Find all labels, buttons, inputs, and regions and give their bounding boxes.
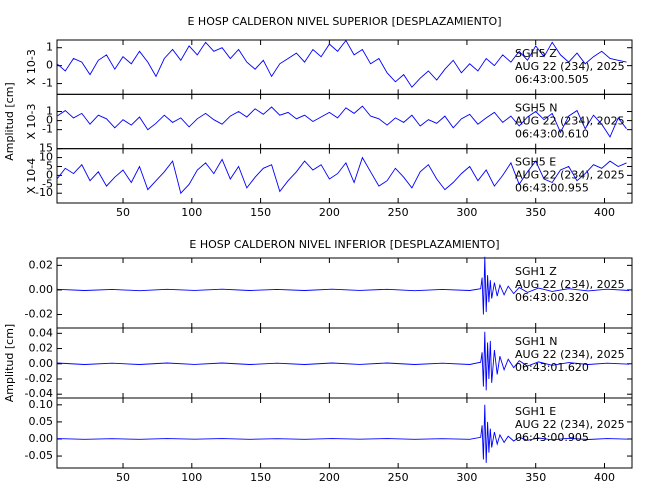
- y-tick-label: -0.02: [25, 307, 53, 320]
- y-tick-label: 0.00: [29, 357, 54, 370]
- trace: [56, 404, 630, 463]
- y-tick-label: 0.00: [29, 283, 54, 296]
- trace: [56, 156, 627, 195]
- x-tick-label: 350: [525, 471, 546, 484]
- y-tick-label: 5: [46, 159, 53, 172]
- y-tick-label: 0: [46, 114, 53, 127]
- trace-label: AUG 22 (234), 2025: [515, 348, 625, 361]
- chart-title: E HOSP CALDERON NIVEL INFERIOR [DESPLAZA…: [189, 238, 499, 251]
- y-tick-label: 1: [46, 105, 53, 118]
- x-tick-label: 350: [525, 206, 546, 219]
- scale-label: X 10-3: [25, 104, 38, 140]
- x-tick-label: 50: [116, 471, 130, 484]
- trace-label: AUG 22 (234), 2025: [515, 169, 625, 182]
- scale-label: X 10-3: [25, 49, 38, 85]
- y-tick-label: 0: [46, 168, 53, 181]
- y-tick-label: -0.04: [25, 387, 53, 400]
- trace-label: AUG 22 (234), 2025: [515, 418, 625, 431]
- y-tick-label: 15: [39, 142, 53, 155]
- x-tick-label: 300: [456, 206, 477, 219]
- chart-title: E HOSP CALDERON NIVEL SUPERIOR [DESPLAZA…: [187, 15, 501, 28]
- trace-label: 06:43:00.320: [515, 291, 589, 304]
- trace-label: SGH5 E: [515, 156, 556, 169]
- y-tick-label: 10: [39, 151, 53, 164]
- x-tick-label: 400: [594, 471, 615, 484]
- trace: [56, 331, 630, 391]
- trace-label: AUG 22 (234), 2025: [515, 60, 625, 73]
- trace-label: SGH1 E: [515, 405, 556, 418]
- y-tick-label: 0: [46, 59, 53, 72]
- y-tick-label: 1: [46, 41, 53, 54]
- x-tick-label: 150: [250, 471, 271, 484]
- y-tick-label: -0.02: [25, 372, 53, 385]
- trace-label: SGH5 N: [515, 101, 558, 114]
- y-tick-label: 0.00: [29, 432, 54, 445]
- y-tick-label: 0.04: [29, 326, 54, 339]
- y-axis-label: Amplitud [cm]: [3, 82, 16, 160]
- y-tick-label: -5: [42, 177, 53, 190]
- x-tick-label: 250: [388, 471, 409, 484]
- x-tick-label: 400: [594, 206, 615, 219]
- x-tick-label: 100: [181, 471, 202, 484]
- trace: [56, 256, 630, 315]
- trace-label: 06:43:00.955: [515, 182, 589, 195]
- y-tick-label: 0.10: [29, 398, 54, 411]
- x-tick-label: 200: [319, 471, 340, 484]
- y-tick-label: 0.05: [29, 415, 54, 428]
- y-tick-label: -0.05: [25, 449, 53, 462]
- trace: [56, 39, 627, 88]
- x-tick-label: 50: [116, 206, 130, 219]
- x-tick-label: 300: [456, 471, 477, 484]
- trace-label: AUG 22 (234), 2025: [515, 278, 625, 291]
- y-tick-label: 0.02: [29, 342, 54, 355]
- x-tick-label: 200: [319, 206, 340, 219]
- y-tick-label: -1: [42, 123, 53, 136]
- trace-label: SGH1 N: [515, 335, 558, 348]
- y-tick-label: -1: [42, 77, 53, 90]
- y-tick-label: 0.02: [29, 258, 54, 271]
- trace-label: SGH1 Z: [515, 265, 557, 278]
- x-tick-label: 150: [250, 206, 271, 219]
- x-tick-label: 250: [388, 206, 409, 219]
- trace-label: AUG 22 (234), 2025: [515, 114, 625, 127]
- trace: [56, 105, 627, 138]
- x-tick-label: 100: [181, 206, 202, 219]
- panel-frame: [56, 397, 633, 469]
- trace-label: 06:43:00.610: [515, 127, 589, 140]
- y-axis-label: Amplitud [cm]: [3, 324, 16, 402]
- trace-label: 06:43:01.620: [515, 361, 589, 374]
- trace-label: SGH5 Z: [515, 47, 557, 60]
- trace-label: 06:43:00.905: [515, 431, 589, 444]
- scale-label: X 10-4: [25, 158, 38, 194]
- y-tick-label: -10: [35, 186, 53, 199]
- trace-label: 06:43:00.505: [515, 73, 589, 86]
